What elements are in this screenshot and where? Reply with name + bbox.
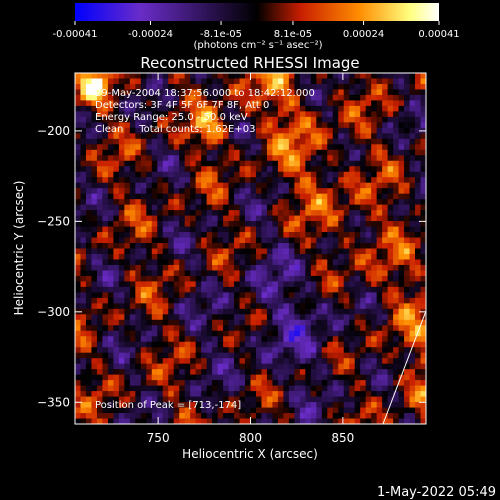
colorbar-tick-label: -0.00024 [128,29,173,40]
heatmap-image [75,73,426,424]
y-axis-label: Heliocentric Y (arcsec) [12,181,26,316]
colorbar-tick-label: -8.1e-05 [200,29,242,40]
annotation-peak: Position of Peak = [713,-174] [95,400,241,411]
x-axis-ticks: 750 800 850 [147,73,354,445]
y-tick-label: −300 [37,305,70,319]
x-tick-label: 750 [147,431,170,445]
colorbar-bar [75,3,439,21]
colorbar-tick-label: 0.00024 [343,29,384,40]
annotation-detectors: Detectors: 3F 4F 5F 6F 7F 8F, Att 0 [95,100,269,111]
annotation-block: 29-May-2004 18:37:56.000 to 18:42:12.000… [95,88,315,411]
y-tick-label: −250 [37,214,70,228]
colorbar-ticks: -0.00041 -0.00024 -8.1e-05 8.1e-05 0.00024 0.… [53,21,460,40]
footer-timestamp: 1-May-2022 05:49 [377,485,496,500]
colorbar: -0.00041 -0.00024 -8.1e-05 8.1e-05 0.00024 0.… [53,3,460,51]
chart-title: Reconstructed RHESSI Image [140,54,359,72]
x-tick-label: 800 [239,431,262,445]
annotation-time: 29-May-2004 18:37:56.000 to 18:42:12.000 [95,88,315,99]
y-tick-label: −350 [37,395,70,409]
x-axis-label: Heliocentric X (arcsec) [182,447,318,461]
colorbar-unit-label: (photons cm⁻² s⁻¹ asec⁻²) [193,40,322,51]
annotation-clean: Clean Total counts: 1.62E+03 [95,124,255,135]
x-tick-label: 850 [331,431,354,445]
colorbar-tick-label: 0.00041 [418,29,459,40]
colorbar-tick-label: -0.00041 [53,29,98,40]
colorbar-tick-label: 8.1e-05 [274,29,312,40]
y-tick-label: −200 [37,124,70,138]
annotation-energy: Energy Range: 25.0 - 50.0 keV [95,112,248,123]
y-axis-ticks: −200 −250 −300 −350 [37,124,426,409]
limb-line [382,310,427,425]
